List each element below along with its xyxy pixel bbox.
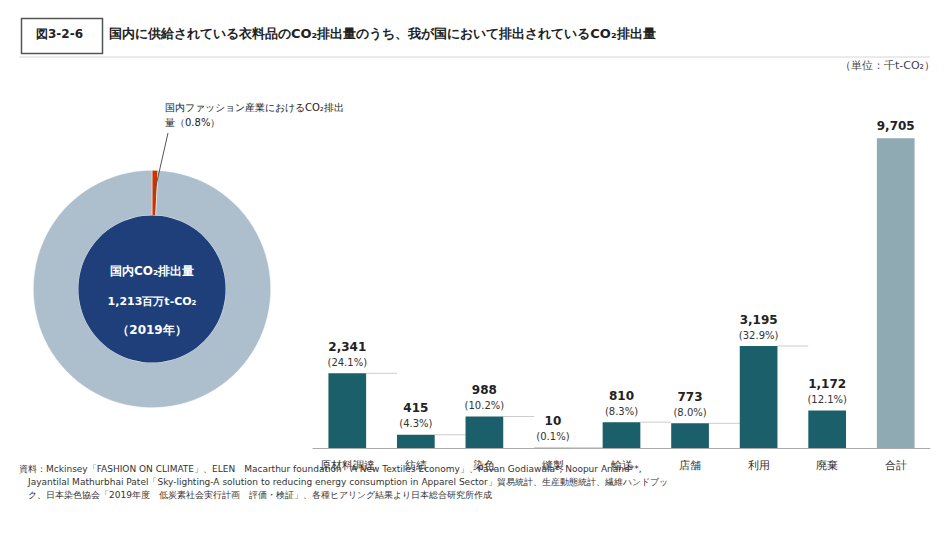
svg-text:図3-2-6: 図3-2-6 [36,27,83,41]
svg-text:資料：Mckinsey「FASHION ON CLIMATE: 資料：Mckinsey「FASHION ON CLIMATE」、ELEN Mac… [19,464,642,474]
svg-text:店舗: 店舗 [679,459,701,472]
svg-text:国内ファッション産業におけるCO₂排出: 国内ファッション産業におけるCO₂排出 [165,102,344,113]
svg-text:利用: 利用 [748,459,770,472]
svg-text:1,213百万t-CO₂: 1,213百万t-CO₂ [108,295,197,308]
svg-text:(24.1%): (24.1%) [327,357,367,368]
svg-text:2,341: 2,341 [328,340,366,354]
svg-text:Jayantilal Mathurbhai Patel「Sk: Jayantilal Mathurbhai Patel「Sky-lighting… [19,477,668,487]
svg-text:(8.0%): (8.0%) [673,407,706,418]
svg-text:773: 773 [678,390,703,404]
svg-text:1,172: 1,172 [808,377,846,391]
svg-text:(4.3%): (4.3%) [399,418,432,429]
svg-text:3,195: 3,195 [740,313,778,327]
svg-text:ク、日本染色協会「2019年度 低炭素社会実行計画 評価・検: ク、日本染色協会「2019年度 低炭素社会実行計画 評価・検証」、各種ヒアリング… [19,490,492,500]
svg-text:合計: 合計 [885,459,907,472]
svg-text:(12.1%): (12.1%) [807,394,847,405]
svg-text:(32.9%): (32.9%) [739,330,779,341]
svg-text:(10.2%): (10.2%) [465,400,505,411]
svg-text:(8.3%): (8.3%) [605,406,638,417]
svg-text:国内CO₂排出量: 国内CO₂排出量 [110,264,194,278]
svg-text:9,705: 9,705 [877,119,915,133]
svg-text:988: 988 [472,383,497,397]
svg-text:量（0.8%）: 量（0.8%） [165,117,220,128]
svg-text:415: 415 [403,401,428,415]
svg-text:810: 810 [609,389,634,403]
svg-text:廃棄: 廃棄 [816,459,838,472]
svg-text:（単位：千t-CO₂）: （単位：千t-CO₂） [840,59,935,72]
svg-text:（2019年）: （2019年） [117,323,186,337]
svg-text:10: 10 [545,414,562,428]
svg-text:(0.1%): (0.1%) [536,431,569,442]
svg-text:国内に供給されている衣料品のCO₂排出量のうち、我が国におい: 国内に供給されている衣料品のCO₂排出量のうち、我が国において排出されているCO… [109,26,656,41]
